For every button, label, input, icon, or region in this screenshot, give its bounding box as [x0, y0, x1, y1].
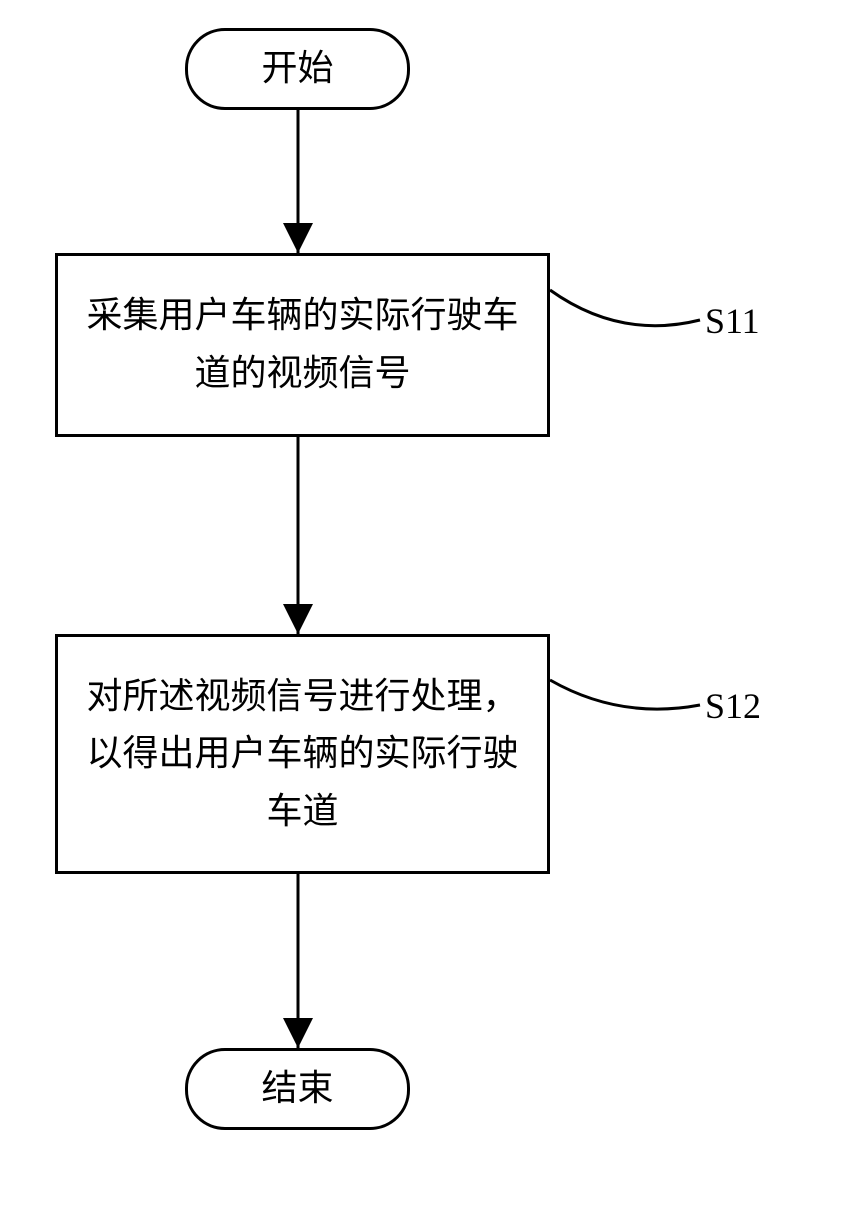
- flowchart-arrows: [0, 0, 847, 1207]
